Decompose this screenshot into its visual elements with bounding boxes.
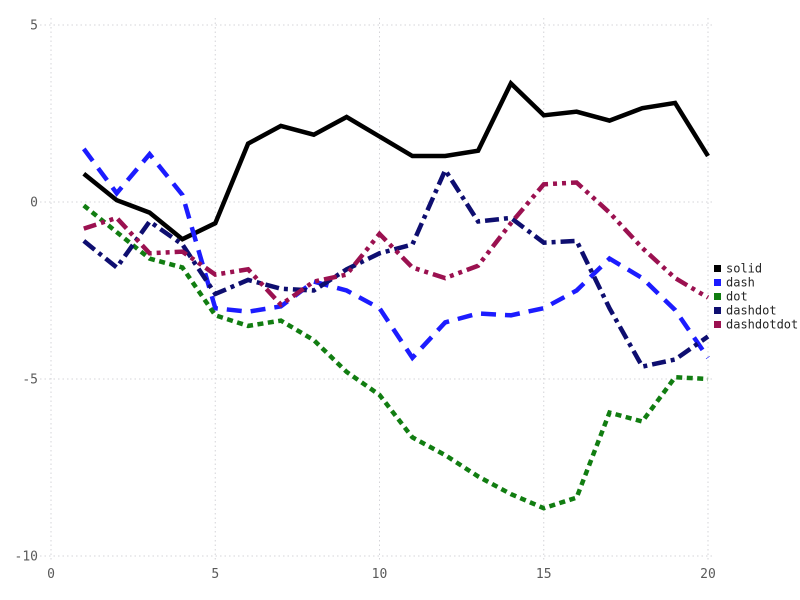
series-line-solid — [82, 79, 710, 242]
y-axis-tick-label: 5 — [30, 19, 38, 34]
y-axis-tick-label: 0 — [30, 196, 38, 211]
x-axis-tick-label: 0 — [47, 567, 55, 582]
legend-swatch — [714, 265, 721, 272]
legend-swatch — [714, 293, 721, 300]
x-axis-tick-label: 10 — [372, 567, 388, 582]
legend-swatch — [714, 321, 721, 328]
series-line-dot — [82, 203, 709, 511]
legend-label: dot — [726, 290, 748, 304]
legend-label: dashdotdot — [726, 318, 798, 332]
axis-tick-labels: 5 0 -5 -10 0 5 10 15 20 — [15, 19, 716, 583]
x-axis-tick-label: 15 — [536, 567, 552, 582]
legend-item-dashdot: dashdot — [714, 304, 777, 318]
legend-label: dashdot — [726, 304, 777, 318]
legend-item-dot: dot — [714, 290, 748, 304]
legend-item-dash: dash — [714, 276, 755, 290]
y-axis-tick-label: -5 — [22, 373, 38, 388]
legend-label: dash — [726, 276, 755, 290]
gridlines — [40, 18, 714, 562]
legend-item-dashdotdot: dashdotdot — [714, 318, 798, 332]
x-axis-tick-label: 20 — [700, 567, 716, 582]
legend-label: solid — [726, 262, 762, 276]
series-line-dash — [81, 147, 710, 362]
x-axis-tick-label: 5 — [211, 567, 219, 582]
legend-swatch — [714, 279, 721, 286]
series-line-dashdotdot — [83, 180, 710, 308]
legend-swatch — [714, 307, 721, 314]
y-axis-tick-label: -10 — [15, 550, 38, 565]
legend-item-solid: solid — [714, 262, 762, 276]
